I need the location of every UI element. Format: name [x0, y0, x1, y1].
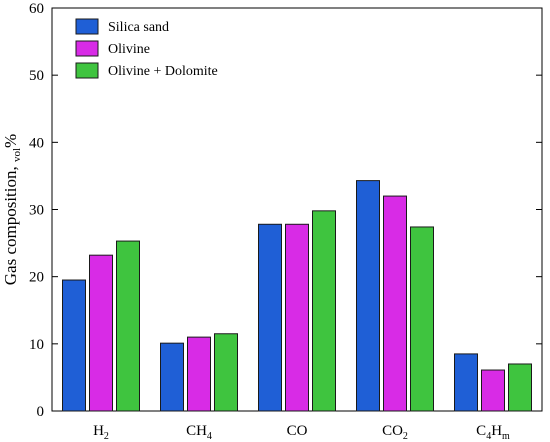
bar-olivine-3: [383, 195, 407, 412]
x-tick-label-sub: 4: [207, 431, 212, 442]
bar-silica-sand-0: [62, 279, 86, 412]
y-tick-label: 60: [29, 1, 44, 17]
bar-silica-sand-2: [258, 223, 282, 412]
bar-olivine-2: [285, 223, 309, 412]
legend-label: Olivine + Dolomite: [108, 64, 218, 79]
legend-swatch: [75, 40, 99, 57]
bar-olivine-dolomite-3: [410, 226, 434, 412]
legend-swatch: [75, 62, 99, 79]
x-tick-label-sub: 2: [104, 431, 109, 442]
y-axis-title: Gas composition, vol%: [1, 134, 23, 285]
bar-olivine-dolomite-0: [116, 240, 140, 412]
bar-olivine-4: [481, 369, 505, 412]
bar-olivine-0: [89, 254, 113, 412]
y-tick-label: 50: [29, 68, 44, 84]
legend: Silica sand Olivine Olivine + Dolomite: [75, 18, 218, 79]
x-tick-label-base: C: [476, 423, 486, 439]
y-axis-title-sub: vol: [11, 148, 23, 162]
x-tick-label-sub: 2: [403, 431, 408, 442]
x-tick-label-base: CO: [382, 423, 403, 439]
x-tick-label-base: CO: [287, 423, 308, 439]
bar-olivine-dolomite-1: [214, 333, 238, 412]
bar-olivine-dolomite-2: [312, 210, 336, 412]
x-tick-label: CO2: [382, 423, 408, 442]
x-tick-label: CH4: [186, 423, 212, 442]
x-tick-label: C4Hm: [476, 423, 510, 442]
y-tick-label: 40: [29, 135, 44, 151]
bar-olivine-dolomite-4: [508, 363, 532, 412]
bar-silica-sand-1: [160, 342, 184, 412]
x-tick-label-sub2: m: [502, 431, 510, 442]
bar-silica-sand-3: [356, 180, 380, 412]
legend-label: Silica sand: [108, 20, 169, 35]
x-tick-label: CO: [287, 423, 308, 439]
x-tick-label: H2: [93, 423, 109, 442]
x-tick-label-base2: H: [491, 423, 502, 439]
bar-silica-sand-4: [454, 353, 478, 412]
y-tick-label: 0: [37, 404, 45, 420]
y-axis-title-main: Gas composition,: [1, 162, 20, 285]
bar-olivine-1: [187, 336, 211, 412]
x-tick-label-base: H: [93, 423, 104, 439]
y-tick-label: 20: [29, 270, 44, 286]
y-tick-label: 10: [29, 337, 44, 353]
legend-swatch: [75, 18, 99, 35]
x-tick-label-base: CH: [186, 423, 207, 439]
x-tick-label-sub: 4: [486, 431, 491, 442]
y-tick-label: 30: [29, 203, 44, 219]
legend-label: Olivine: [108, 42, 150, 57]
y-axis-title-unit: %: [1, 134, 20, 148]
